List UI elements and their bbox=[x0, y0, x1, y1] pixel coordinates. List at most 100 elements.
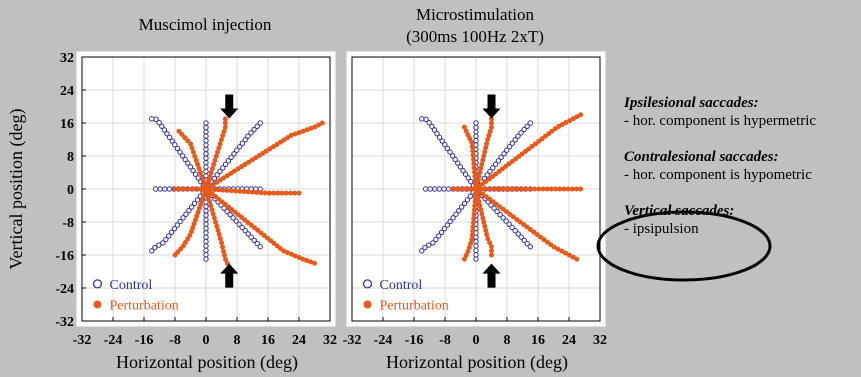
perturbation-point bbox=[527, 227, 533, 233]
perturbation-point bbox=[296, 254, 302, 260]
control-point bbox=[203, 247, 209, 254]
perturbation-point bbox=[477, 186, 483, 192]
perturbation-point bbox=[483, 145, 489, 151]
perturbation-point bbox=[194, 186, 200, 192]
control-point bbox=[236, 144, 243, 150]
control-point bbox=[473, 243, 479, 249]
control-point bbox=[203, 133, 209, 139]
control-point bbox=[432, 186, 438, 192]
x-tick-label: 0 bbox=[473, 333, 480, 348]
control-point bbox=[455, 160, 461, 166]
perturbation-point bbox=[300, 128, 306, 134]
highlight-ellipse bbox=[596, 210, 772, 282]
chart-panel-2: Microstimulation (300ms 100Hz 2xT) -32 -2… bbox=[343, 5, 607, 373]
perturbation-point bbox=[548, 242, 554, 248]
control-point bbox=[504, 147, 510, 153]
perturbation-point bbox=[578, 112, 584, 118]
control-point bbox=[518, 130, 524, 136]
perturbation-point bbox=[212, 157, 218, 163]
perturbation-point bbox=[304, 127, 310, 133]
perturbation-point bbox=[538, 234, 544, 240]
control-point bbox=[422, 186, 429, 192]
perturbation-point bbox=[288, 190, 294, 196]
legend-marker-perturbation bbox=[363, 300, 372, 309]
vertical-body: - ipsipulsion bbox=[624, 221, 699, 237]
perturbation-point bbox=[271, 190, 277, 196]
perturbation-point bbox=[548, 186, 554, 192]
control-point bbox=[231, 151, 237, 157]
perturbation-point bbox=[532, 186, 538, 192]
perturbation-point bbox=[308, 125, 314, 131]
y-tick-label: 24 bbox=[60, 84, 74, 99]
control-point bbox=[524, 240, 530, 247]
control-point bbox=[203, 243, 209, 249]
perturbation-point bbox=[566, 252, 572, 258]
perturbation-point bbox=[458, 186, 463, 192]
chart-title-1: Muscimol injection bbox=[139, 15, 272, 34]
control-point bbox=[434, 130, 440, 137]
control-point bbox=[166, 134, 173, 141]
perturbation-point bbox=[209, 165, 215, 171]
perturbation-point bbox=[490, 186, 496, 192]
control-point bbox=[166, 186, 173, 192]
control-point bbox=[203, 146, 209, 153]
control-point bbox=[168, 229, 175, 235]
control-point bbox=[192, 171, 199, 177]
perturbation-point bbox=[176, 128, 182, 134]
x-tick-label: 32 bbox=[593, 333, 607, 348]
contralesional-heading: Contralesional saccades: bbox=[624, 149, 779, 165]
perturbation-point bbox=[192, 153, 198, 159]
perturbation-point bbox=[316, 122, 322, 128]
control-point bbox=[214, 172, 220, 178]
perturbation-point bbox=[281, 248, 287, 254]
perturbation-point bbox=[224, 187, 230, 193]
vertical-note: Vertical saccades: - ipsipulsion bbox=[624, 202, 859, 238]
control-point bbox=[436, 186, 443, 192]
perturbation-point bbox=[555, 246, 561, 252]
control-point bbox=[174, 145, 181, 152]
perturbation-point bbox=[466, 244, 472, 250]
perturbation-point bbox=[220, 244, 226, 250]
chart-subtitle-2: (300ms 100Hz 2xT) bbox=[406, 27, 544, 46]
control-point bbox=[242, 136, 248, 143]
perturbation-point bbox=[296, 190, 302, 196]
control-point bbox=[225, 158, 232, 164]
control-point bbox=[177, 149, 183, 155]
perturbation-point bbox=[189, 145, 195, 151]
perturbation-point bbox=[245, 189, 251, 195]
control-point bbox=[191, 200, 198, 207]
control-point bbox=[183, 211, 189, 217]
perturbation-point bbox=[510, 214, 516, 220]
perturbation-point bbox=[219, 240, 225, 246]
perturbation-point bbox=[559, 248, 565, 254]
control-point bbox=[467, 193, 473, 199]
perturbation-point bbox=[470, 228, 476, 234]
perturbation-point bbox=[216, 145, 222, 151]
perturbation-point bbox=[527, 186, 533, 192]
control-point bbox=[473, 124, 479, 131]
perturbation-point bbox=[573, 186, 579, 192]
perturbation-point bbox=[196, 166, 202, 172]
x-tick-label: 16 bbox=[261, 333, 275, 348]
perturbation-point bbox=[557, 186, 563, 192]
y-axis-label: Vertical position (deg) bbox=[6, 109, 27, 270]
perturbation-point bbox=[285, 250, 291, 256]
control-point bbox=[222, 161, 229, 168]
perturbation-point bbox=[450, 186, 456, 192]
perturbation-point bbox=[190, 225, 196, 231]
perturbation-point bbox=[207, 186, 213, 192]
perturbation-point bbox=[210, 211, 216, 217]
control-point bbox=[152, 186, 159, 192]
perturbation-point bbox=[296, 130, 302, 136]
perturbation-point bbox=[188, 141, 194, 147]
control-point bbox=[203, 155, 209, 161]
perturbation-point bbox=[213, 219, 219, 225]
control-point bbox=[251, 237, 257, 244]
control-point bbox=[203, 151, 209, 157]
perturbation-point bbox=[223, 257, 229, 263]
control-point bbox=[490, 165, 496, 171]
control-point bbox=[257, 244, 263, 250]
control-point bbox=[422, 244, 428, 251]
control-point bbox=[442, 142, 448, 148]
perturbation-point bbox=[507, 211, 513, 217]
